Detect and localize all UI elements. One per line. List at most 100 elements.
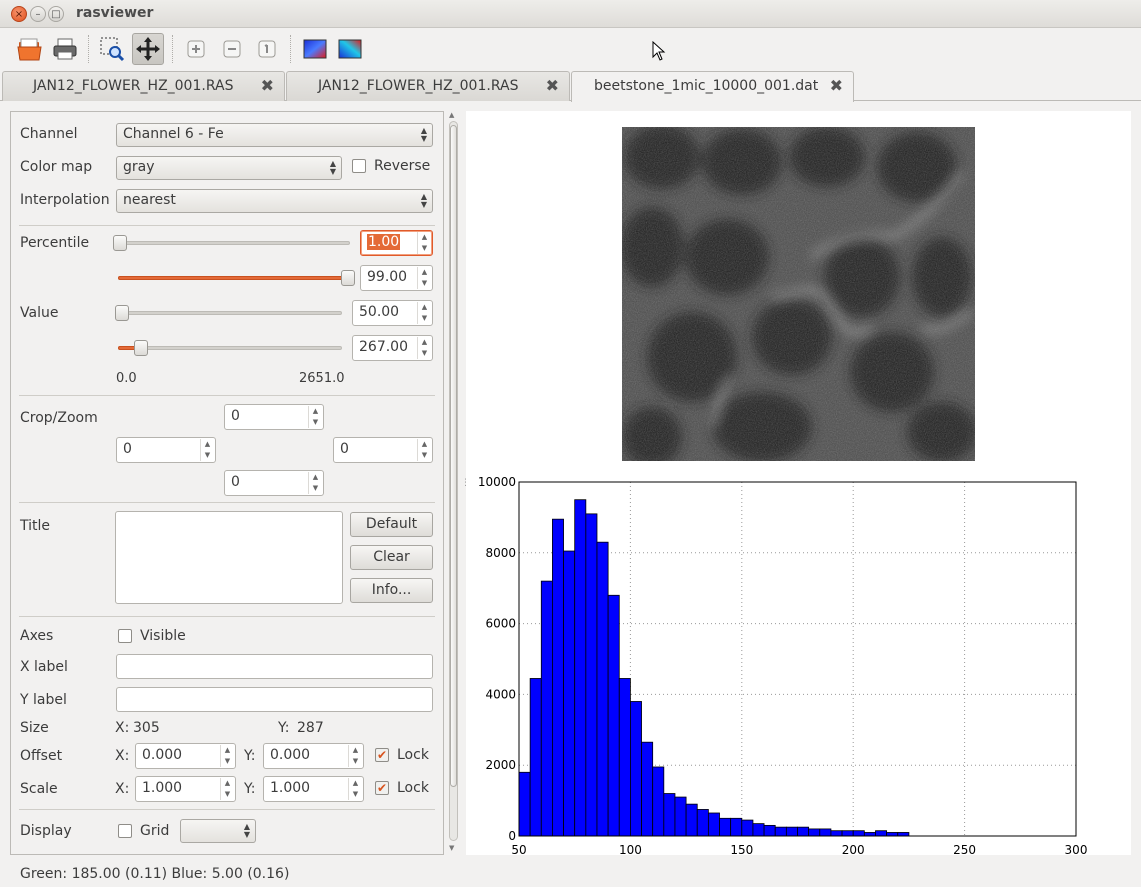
title-textarea[interactable]: [115, 511, 343, 604]
zoom-in-icon: [187, 40, 205, 58]
histogram-bar: [629, 701, 642, 837]
offset-x-input[interactable]: 0.000 ▲ ▼: [135, 743, 236, 769]
histogram-bar: [674, 796, 687, 837]
crop-left-input[interactable]: 0 ▲ ▼: [116, 437, 216, 463]
offset-lock-checkbox[interactable]: ✔: [375, 748, 389, 762]
zoom-select-button[interactable]: [96, 33, 128, 65]
slider-handle[interactable]: [133, 340, 148, 356]
print-button[interactable]: [49, 33, 81, 65]
value-high-input[interactable]: 267.00 ▲ ▼: [352, 335, 433, 361]
spin-buttons[interactable]: ▲ ▼: [200, 439, 214, 461]
channel-value: Channel 6 - Fe: [123, 126, 224, 142]
scale-label: Scale: [20, 781, 58, 797]
interpolation-select[interactable]: nearest ▲ ▼: [116, 189, 433, 213]
colormap-select[interactable]: gray ▲ ▼: [116, 156, 342, 180]
tab-beetstone[interactable]: beetstone_1mic_10000_001.dat ✖: [571, 71, 854, 102]
window-minimize-button[interactable]: –: [30, 6, 46, 22]
zoom-out-button[interactable]: [216, 33, 248, 65]
section-divider: [19, 809, 435, 810]
scale-lock-checkbox[interactable]: ✔: [375, 781, 389, 795]
value-low-value: 50.00: [359, 304, 400, 320]
grid-style-select[interactable]: ▲ ▼: [180, 819, 256, 843]
spin-buttons[interactable]: ▲ ▼: [417, 302, 431, 324]
slider-handle[interactable]: [340, 270, 355, 286]
crop-bottom-input[interactable]: 0 ▲ ▼: [224, 470, 324, 496]
colormap-alt-button[interactable]: [334, 33, 366, 65]
percentile-high-input[interactable]: 99.00 ▲ ▼: [360, 265, 433, 291]
xlabel-input[interactable]: [116, 654, 433, 679]
grid-checkbox[interactable]: [118, 824, 132, 838]
histogram-bar: [607, 594, 620, 837]
settings-scrollbar[interactable]: ▲ ▼: [446, 111, 460, 855]
value-max-label: 2651.0: [299, 371, 345, 386]
slider-handle[interactable]: [115, 305, 130, 321]
percentile-low-input[interactable]: 1.00 ▲ ▼: [360, 230, 433, 256]
reverse-checkbox[interactable]: [352, 159, 366, 173]
scale-x-input[interactable]: 1.000 ▲ ▼: [135, 776, 236, 802]
percentile-low-slider[interactable]: [113, 235, 350, 251]
window-close-button[interactable]: ×: [11, 6, 27, 22]
info-button[interactable]: Info...: [350, 578, 433, 603]
tab-label: JAN12_FLOWER_HZ_001.RAS: [318, 78, 519, 94]
crop-top-input[interactable]: 0 ▲ ▼: [224, 404, 324, 430]
tab-close-icon[interactable]: ✖: [829, 76, 843, 95]
scale-y-prefix: Y:: [244, 781, 256, 797]
percentile-high-slider[interactable]: [118, 270, 355, 286]
spin-buttons[interactable]: ▲ ▼: [348, 778, 362, 800]
zoom-reset-icon: [258, 40, 276, 58]
scroll-down-arrow-icon[interactable]: ▼: [449, 844, 455, 852]
pan-button[interactable]: [132, 33, 164, 65]
title-label: Title: [20, 518, 51, 534]
open-button[interactable]: [14, 33, 46, 65]
channel-select[interactable]: Channel 6 - Fe ▲ ▼: [116, 123, 433, 147]
colormap-button[interactable]: [299, 33, 331, 65]
spin-buttons[interactable]: ▲ ▼: [417, 267, 431, 289]
zoom-reset-button[interactable]: [251, 33, 283, 65]
value-low-slider[interactable]: [115, 305, 342, 321]
toolbar-separator: [88, 35, 89, 63]
xlabel-label: X label: [20, 659, 68, 675]
spin-buttons[interactable]: ▲ ▼: [417, 337, 431, 359]
tab-close-icon[interactable]: ✖: [545, 76, 559, 95]
splitter-handle[interactable]: ⋮: [461, 478, 470, 488]
spin-buttons[interactable]: ▲ ▼: [220, 778, 234, 800]
scrollbar-thumb[interactable]: [450, 125, 457, 787]
mouse-cursor-icon: [652, 41, 666, 61]
window-maximize-button[interactable]: □: [48, 6, 64, 22]
x-tick-label: 50: [511, 843, 526, 855]
spin-buttons[interactable]: ▲ ▼: [308, 472, 322, 494]
histogram-bar: [719, 817, 732, 837]
zoom-in-button[interactable]: [180, 33, 212, 65]
open-folder-icon: [17, 38, 42, 61]
crop-top-value: 0: [231, 408, 240, 424]
y-tick-label: 0: [508, 829, 516, 843]
scroll-up-arrow-icon[interactable]: ▲: [449, 111, 455, 119]
spin-buttons[interactable]: ▲ ▼: [308, 406, 322, 428]
size-x-value: 305: [133, 720, 160, 736]
spin-buttons[interactable]: ▲ ▼: [417, 232, 431, 254]
axes-visible-checkbox[interactable]: [118, 629, 132, 643]
value-low-input[interactable]: 50.00 ▲ ▼: [352, 300, 433, 326]
tab-close-icon[interactable]: ✖: [260, 76, 274, 95]
scale-y-value: 1.000: [270, 780, 311, 796]
crop-right-input[interactable]: 0 ▲ ▼: [333, 437, 433, 463]
default-button[interactable]: Default: [350, 512, 433, 537]
spin-buttons[interactable]: ▲ ▼: [348, 745, 362, 767]
section-divider: [19, 502, 435, 503]
tab-jan12-flower-2[interactable]: JAN12_FLOWER_HZ_001.RAS ✖: [286, 71, 570, 101]
value-high-slider[interactable]: [118, 340, 342, 356]
tab-label: beetstone_1mic_10000_001.dat: [594, 78, 819, 94]
offset-label: Offset: [20, 748, 63, 764]
offset-y-input[interactable]: 0.000 ▲ ▼: [263, 743, 364, 769]
histogram-bar: [763, 824, 776, 837]
clear-button[interactable]: Clear: [350, 545, 433, 570]
scale-y-input[interactable]: 1.000 ▲ ▼: [263, 776, 364, 802]
spin-buttons[interactable]: ▲ ▼: [220, 745, 234, 767]
slider-handle[interactable]: [113, 235, 128, 251]
value-high-value: 267.00: [359, 339, 408, 355]
print-icon: [53, 38, 77, 60]
ylabel-input[interactable]: [116, 687, 433, 712]
tab-jan12-flower-1[interactable]: JAN12_FLOWER_HZ_001.RAS ✖: [2, 71, 285, 101]
spin-buttons[interactable]: ▲ ▼: [417, 439, 431, 461]
histogram-bar: [618, 678, 631, 837]
